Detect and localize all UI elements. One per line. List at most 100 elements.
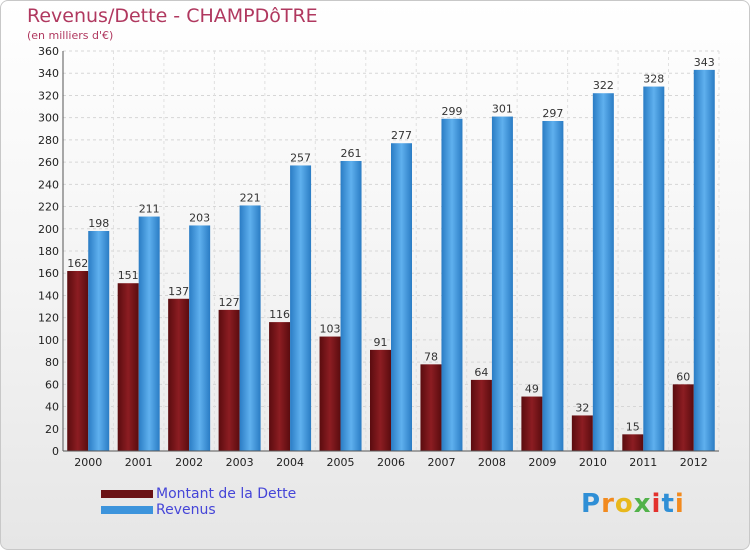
bar-revenus (643, 86, 665, 452)
x-tick-label: 2002 (175, 456, 203, 469)
y-tick-label: 220 (38, 201, 59, 214)
data-label-revenus: 297 (542, 107, 563, 120)
x-tick-label: 2004 (276, 456, 304, 469)
data-label-revenus: 328 (643, 73, 664, 86)
bar-revenus (88, 231, 110, 451)
x-tick-label: 2011 (629, 456, 657, 469)
bar-revenus (693, 69, 715, 451)
data-label-dette: 64 (474, 366, 488, 379)
y-tick-label: 20 (45, 423, 59, 436)
bar-revenus (138, 216, 160, 451)
legend-swatch-revenus (101, 506, 153, 514)
y-tick-label: 360 (38, 45, 59, 58)
bar-revenus (189, 225, 211, 451)
logo-letter: r (601, 489, 615, 519)
y-tick-label: 200 (38, 223, 59, 236)
bar-dette (521, 396, 543, 451)
y-tick-label: 340 (38, 67, 59, 80)
data-label-revenus: 322 (593, 79, 614, 92)
y-tick-label: 240 (38, 178, 59, 191)
y-tick-label: 140 (38, 289, 59, 302)
data-label-dette: 137 (168, 285, 189, 298)
bar-revenus (441, 118, 463, 452)
y-tick-label: 300 (38, 112, 59, 125)
bars (67, 69, 715, 452)
bar-revenus (391, 143, 412, 451)
data-label-dette: 103 (320, 323, 341, 336)
data-label-revenus: 261 (341, 147, 362, 160)
bar-dette (622, 434, 644, 451)
data-label-revenus: 257 (290, 151, 311, 164)
y-tick-label: 180 (38, 245, 59, 258)
logo-letter: t (661, 489, 675, 519)
data-label-dette: 60 (676, 370, 690, 383)
x-tick-label: 2001 (125, 456, 153, 469)
y-tick-label: 160 (38, 267, 59, 280)
x-tick-label: 2009 (528, 456, 556, 469)
bar-revenus (340, 161, 362, 451)
y-tick-label: 60 (45, 378, 59, 391)
data-label-revenus: 198 (88, 217, 109, 230)
y-tick-label: 0 (52, 445, 59, 458)
y-tick-label: 280 (38, 134, 59, 147)
bar-dette (117, 283, 139, 451)
x-tick-label: 2010 (579, 456, 607, 469)
data-label-revenus: 299 (441, 105, 462, 118)
data-labels: 162 198 151 211 137 203 127 221 116 257 103 261 91 27… (67, 56, 715, 433)
logo-letter: i (651, 489, 662, 519)
data-label-revenus: 221 (240, 191, 261, 204)
data-label-dette: 127 (219, 296, 240, 309)
legend-label-revenus: Revenus (156, 502, 216, 518)
data-label-dette: 78 (424, 350, 438, 363)
bar-dette (269, 322, 291, 451)
data-label-revenus: 203 (189, 211, 210, 224)
x-tick-label: 2007 (427, 456, 455, 469)
x-tick-label: 2008 (478, 456, 506, 469)
data-label-dette: 49 (525, 383, 539, 396)
data-label-dette: 15 (626, 420, 640, 433)
x-tick-label: 2005 (327, 456, 355, 469)
data-label-revenus: 211 (139, 203, 160, 216)
data-label-dette: 91 (374, 336, 388, 349)
bar-dette (218, 309, 240, 451)
bar-revenus (592, 93, 614, 451)
data-label-revenus: 343 (694, 56, 715, 69)
bar-dette (168, 298, 190, 451)
data-label-dette: 151 (118, 269, 139, 282)
x-tick-label: 2006 (377, 456, 405, 469)
x-tick-label: 2003 (226, 456, 254, 469)
axes: 0 20 40 60 80 100 120 140 160 180 200 220 240 260 280 3… (38, 45, 719, 469)
logo-letter: o (614, 489, 634, 519)
data-label-dette: 116 (269, 308, 290, 321)
logo-letter: P (581, 489, 602, 519)
legend-swatch-dette (101, 490, 153, 498)
bar-dette (420, 364, 442, 451)
chart-subtitle: (en milliers d'€) (27, 29, 114, 42)
chart-title: Revenus/Dette - CHAMPDôTRE (27, 5, 318, 27)
bar-dette (672, 384, 694, 451)
logo-letter: x (633, 489, 652, 519)
data-label-dette: 162 (67, 257, 88, 270)
bar-revenus (491, 116, 513, 452)
bar-dette (470, 379, 492, 451)
bar-dette (571, 415, 593, 451)
data-label-revenus: 301 (492, 103, 513, 116)
y-tick-label: 260 (38, 156, 59, 169)
bar-revenus (239, 205, 261, 451)
y-tick-label: 80 (45, 356, 59, 369)
y-tick-label: 100 (38, 334, 59, 347)
bar-revenus (542, 121, 564, 451)
x-tick-label: 2012 (680, 456, 708, 469)
y-tick-label: 120 (38, 312, 59, 325)
data-label-revenus: 277 (391, 129, 412, 142)
bar-dette (67, 271, 89, 451)
data-label-dette: 32 (575, 401, 589, 414)
bar-revenus (290, 165, 312, 451)
y-tick-label: 320 (38, 89, 59, 102)
proxiti-logo: Proxiti (581, 489, 685, 519)
bar-dette (370, 349, 391, 451)
y-tick-label: 40 (45, 401, 59, 414)
bar-dette (319, 336, 341, 451)
